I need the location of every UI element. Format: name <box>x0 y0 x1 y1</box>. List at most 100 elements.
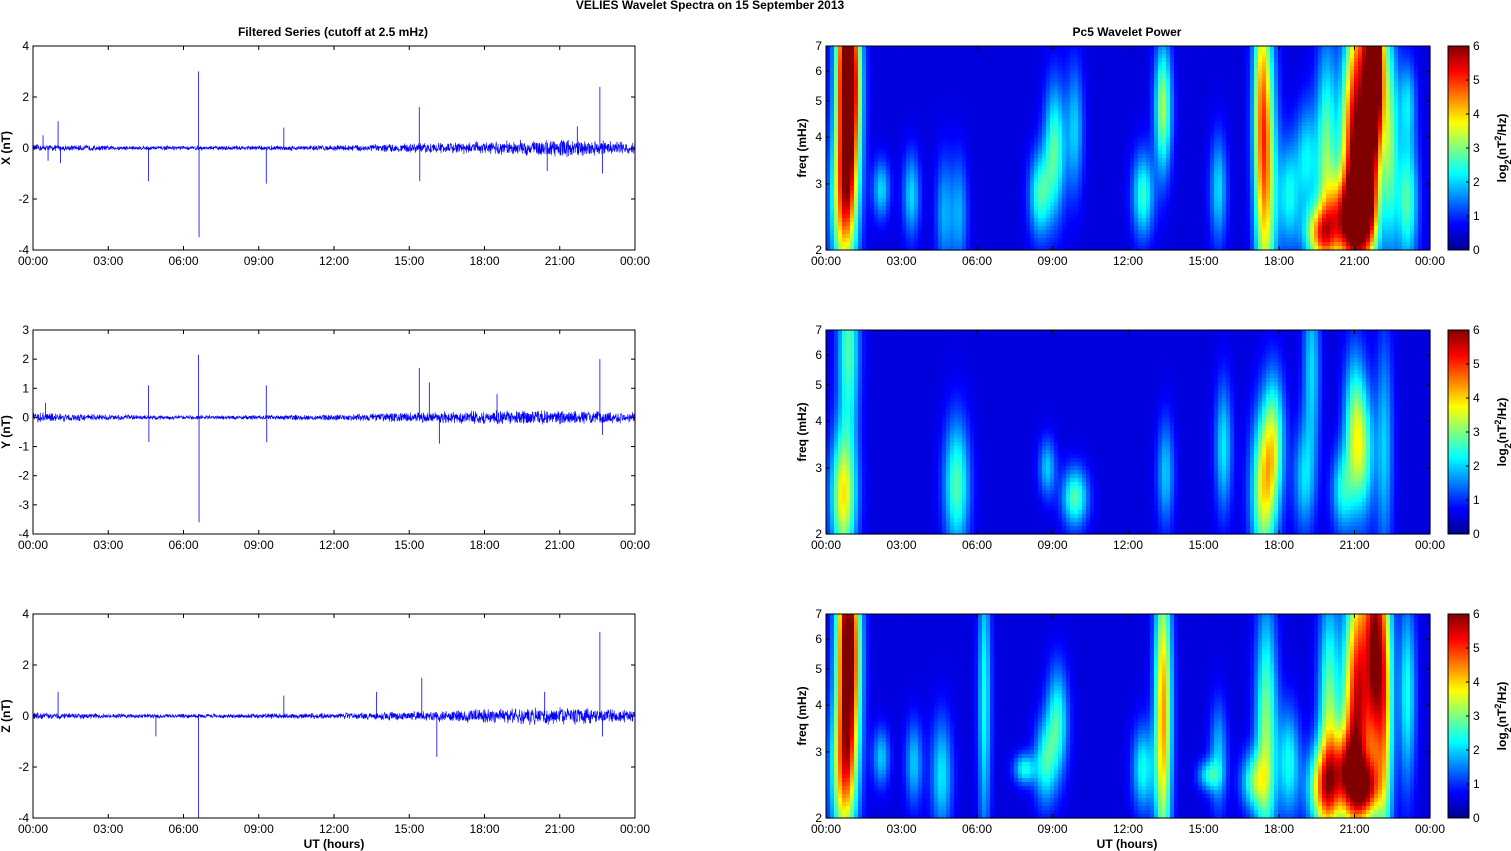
heatmap-panel-1-cell <box>1022 122 1027 127</box>
heatmap-panel-1-cell <box>838 58 843 63</box>
heatmap-panel-1-cell <box>874 106 879 111</box>
heatmap-panel-1-cell <box>1102 242 1107 247</box>
heatmap-panel-1-cell <box>1178 54 1183 59</box>
heatmap-panel-1-cell <box>1166 62 1171 67</box>
heatmap-panel-1-cell <box>922 138 927 143</box>
heatmap-panel-1-cell <box>1182 114 1187 119</box>
heatmap-panel-1-cell <box>902 218 907 223</box>
heatmap-panel-1-cell <box>890 114 895 119</box>
heatmap-panel-1-cell <box>978 210 983 215</box>
heatmap-panel-1-cell <box>1050 66 1055 71</box>
heatmap-panel-1-cell <box>922 82 927 87</box>
heatmap-panel-1-cell <box>1186 234 1191 239</box>
heatmap-panel-1-cell <box>1054 234 1059 239</box>
heatmap-panel-1-cell <box>874 190 879 195</box>
heatmap-panel-1-cell <box>914 182 919 187</box>
heatmap-panel-1-cell <box>838 202 843 207</box>
heatmap-panel-1-cell <box>1098 218 1103 223</box>
heatmap-panel-1-cell <box>918 66 923 71</box>
heatmap-panel-1-cell <box>966 106 971 111</box>
heatmap-panel-1-cell <box>826 190 831 195</box>
heatmap-panel-1-cell <box>1046 118 1051 123</box>
heatmap-panel-1-cell <box>1058 142 1063 147</box>
heatmap-panel-1-cell <box>1026 178 1031 183</box>
heatmap-panel-1-cell <box>930 194 935 199</box>
heatmap-panel-1-cell <box>1198 126 1203 131</box>
heatmap-panel-1-cell <box>1190 86 1195 91</box>
heatmap-panel-1-cell <box>946 138 951 143</box>
heatmap-panel-1-cell <box>1110 146 1115 151</box>
heatmap-panel-1-cell <box>982 166 987 171</box>
heatmap-panel-1-cell <box>1178 50 1183 55</box>
heatmap-panel-1-cell <box>1086 94 1091 99</box>
heatmap-panel-1-cell <box>1006 66 1011 71</box>
heatmap-panel-1-cell <box>1134 46 1139 51</box>
heatmap-panel-1-cell <box>942 182 947 187</box>
heatmap-panel-1-cell <box>890 162 895 167</box>
heatmap-panel-1-cell <box>1122 230 1127 235</box>
heatmap-panel-1-cell <box>1074 222 1079 227</box>
heatmap-panel-1-cell <box>1114 142 1119 147</box>
heatmap-panel-1-cell <box>1126 122 1131 127</box>
heatmap-panel-1-cell <box>882 138 887 143</box>
heatmap-panel-1-cell <box>938 246 943 251</box>
heatmap-panel-1-cell <box>898 98 903 103</box>
heatmap-panel-1-cell <box>862 86 867 91</box>
heatmap-panel-1-cell <box>934 130 939 135</box>
heatmap-panel-1-cell <box>950 218 955 223</box>
heatmap-panel-1-cell <box>950 214 955 219</box>
heatmap-panel-1-cell <box>906 194 911 199</box>
heatmap-panel-1-cell <box>1134 174 1139 179</box>
heatmap-panel-1-cell <box>970 98 975 103</box>
heatmap-panel-1-cell <box>1182 190 1187 195</box>
heatmap-panel-1-cell <box>890 178 895 183</box>
heatmap-panel-1-cell <box>1154 206 1159 211</box>
heatmap-panel-1-cell <box>1186 98 1191 103</box>
heatmap-panel-1-cell <box>1190 46 1195 51</box>
heatmap-panel-1-cell <box>1166 218 1171 223</box>
heatmap-panel-1-cell <box>1102 206 1107 211</box>
heatmap-panel-1-cell <box>886 66 891 71</box>
heatmap-panel-1-cell <box>1166 126 1171 131</box>
heatmap-panel-1-cell <box>942 186 947 191</box>
heatmap-panel-1-cell <box>1002 58 1007 63</box>
heatmap-panel-1-cell <box>846 66 851 71</box>
heatmap-panel-1-cell <box>1138 70 1143 75</box>
heatmap-panel-1-cell <box>1182 134 1187 139</box>
heatmap-panel-1-cell <box>1114 166 1119 171</box>
heatmap-panel-1-cell <box>918 130 923 135</box>
heatmap-panel-1-cell <box>1054 186 1059 191</box>
heatmap-panel-1-cell <box>1002 246 1007 251</box>
heatmap-panel-1-cell <box>1030 246 1035 251</box>
heatmap-panel-1-cell <box>830 202 835 207</box>
heatmap-panel-1-cell <box>942 194 947 199</box>
heatmap-panel-1-cell <box>1170 146 1175 151</box>
heatmap-panel-1-cell <box>1146 230 1151 235</box>
heatmap-panel-1-cell <box>974 186 979 191</box>
heatmap-panel-1-cell <box>1110 110 1115 115</box>
heatmap-panel-1-cell <box>1046 214 1051 219</box>
heatmap-panel-1-cell <box>1130 222 1135 227</box>
heatmap-panel-1-cell <box>942 94 947 99</box>
heatmap-panel-1-cell <box>1014 162 1019 167</box>
heatmap-panel-1-cell <box>974 226 979 231</box>
heatmap-panel-1-cell <box>926 66 931 71</box>
heatmap-panel-1-cell <box>1194 214 1199 219</box>
heatmap-panel-1-cell <box>1150 202 1155 207</box>
heatmap-panel-1-cell <box>954 162 959 167</box>
heatmap-panel-1-cell <box>1038 130 1043 135</box>
heatmap-panel-1-cell <box>878 186 883 191</box>
heatmap-panel-1-cell <box>1010 174 1015 179</box>
heatmap-panel-1-cell <box>1182 174 1187 179</box>
heatmap-panel-1-cell <box>1014 98 1019 103</box>
heatmap-panel-1-cell <box>966 70 971 75</box>
heatmap-panel-1-cell <box>1018 142 1023 147</box>
heatmap-panel-1-cell <box>1146 150 1151 155</box>
heatmap-panel-1-cell <box>1162 66 1167 71</box>
heatmap-panel-1-cell <box>1114 58 1119 63</box>
heatmap-panel-1-cell <box>894 86 899 91</box>
heatmap-panel-1-cell <box>898 154 903 159</box>
heatmap-panel-1-cell <box>1146 178 1151 183</box>
heatmap-panel-1-cell <box>834 214 839 219</box>
heatmap-panel-1-cell <box>926 130 931 135</box>
